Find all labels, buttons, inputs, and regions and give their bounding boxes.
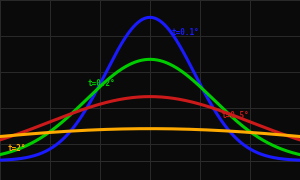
Text: t=0.5°: t=0.5° <box>222 111 250 120</box>
Text: t=0.2°: t=0.2° <box>88 79 116 88</box>
Text: t=2°: t=2° <box>8 144 26 153</box>
Text: t=0.1°: t=0.1° <box>172 28 200 37</box>
